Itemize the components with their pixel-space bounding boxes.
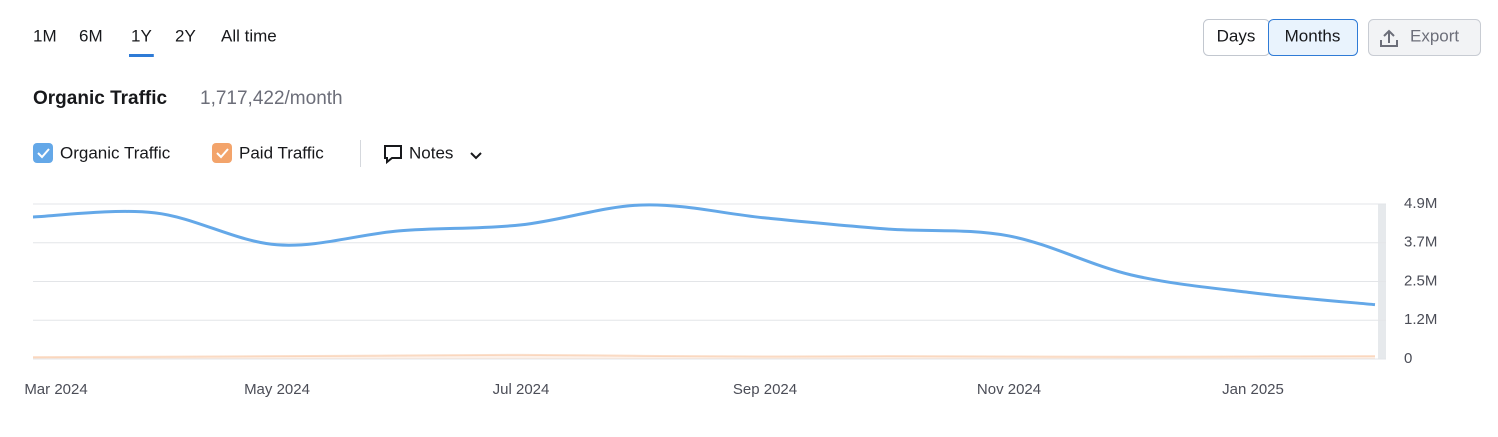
summary-title: Organic Traffic	[33, 88, 168, 109]
x-tick-label: Jul 2024	[493, 381, 550, 398]
range-tab[interactable]: 6M	[79, 26, 103, 45]
view-button-label[interactable]: Months	[1285, 26, 1341, 45]
x-tick-label: Nov 2024	[977, 381, 1041, 398]
organic-checkbox[interactable]	[33, 143, 53, 163]
y-tick-label: 2.5M	[1404, 272, 1437, 289]
x-tick-label: May 2024	[244, 381, 310, 398]
months-button[interactable]	[1268, 19, 1358, 56]
summary-value: 1,717,422/month	[200, 88, 343, 109]
series-line	[32, 353, 1376, 359]
series-line	[32, 203, 1376, 307]
legend-label[interactable]: Paid Traffic	[239, 143, 324, 162]
x-tick-label: Jan 2025	[1222, 381, 1284, 398]
range-tab[interactable]: 1M	[33, 26, 57, 45]
chevron	[470, 152, 482, 160]
check-icon	[216, 148, 229, 159]
x-tick-label: Sep 2024	[733, 381, 797, 398]
export-icon	[1380, 29, 1398, 47]
y-tick-label: 4.9M	[1404, 195, 1437, 212]
y-tick-label: 0	[1404, 350, 1412, 367]
range-tab[interactable]: All time	[221, 26, 277, 45]
chart: 0 1.2M 2.5M 3.7M 4.9M Mar 2024 May 2024 Jul 202…	[24, 195, 1437, 398]
legend-label[interactable]: Organic Traffic	[60, 143, 171, 162]
view-button-label[interactable]: Days	[1217, 26, 1256, 45]
notes-button[interactable]: Notes	[409, 143, 453, 162]
y-tick-label: 1.2M	[1404, 311, 1437, 328]
x-tick-label: Mar 2024	[24, 381, 87, 398]
export-label[interactable]: Export	[1410, 26, 1459, 45]
y-tick-label: 3.7M	[1404, 234, 1437, 251]
notes-icon	[384, 145, 402, 165]
paid-checkbox[interactable]	[212, 143, 232, 163]
active-tab-underline	[129, 54, 154, 57]
range-tab[interactable]: 1Y	[131, 26, 152, 45]
paid-area	[33, 354, 1375, 359]
range-tab[interactable]: 2Y	[175, 26, 196, 45]
check-icon	[37, 148, 50, 159]
